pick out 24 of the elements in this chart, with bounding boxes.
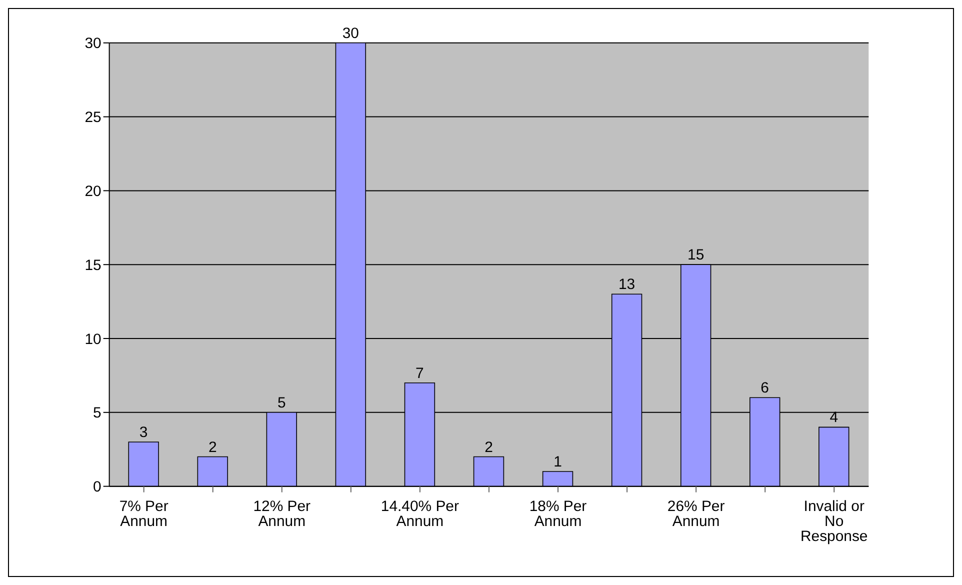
y-tick-label: 25 <box>84 109 102 126</box>
y-tick-label: 20 <box>84 183 102 200</box>
data-label: 4 <box>830 409 838 426</box>
data-label: 30 <box>342 24 359 42</box>
y-tick-label: 15 <box>84 256 102 274</box>
data-label: 2 <box>484 438 493 456</box>
x-tick-label: 18% Per Annum <box>529 498 587 530</box>
data-label: 7 <box>416 364 424 382</box>
x-tick-label: 12% Per Annum <box>253 498 311 530</box>
data-label: 2 <box>208 438 217 456</box>
y-tick-label: 0 <box>93 478 102 496</box>
data-label: 15 <box>688 246 704 264</box>
y-tick-label: 10 <box>84 330 102 348</box>
data-label: 6 <box>760 380 770 397</box>
y-tick-label: 30 <box>84 35 102 52</box>
x-tick-label: 14.40% Per Annum <box>380 498 459 530</box>
x-tick-label: Invalid or No Response <box>800 498 868 545</box>
data-label: 13 <box>618 276 636 294</box>
data-label: 5 <box>277 394 286 412</box>
data-label: 1 <box>554 454 562 471</box>
y-tick-label: 5 <box>93 404 102 422</box>
x-tick-label: 26% Per Annum <box>667 498 725 530</box>
x-tick-label: 7% Per Annum <box>119 498 168 530</box>
data-label: 3 <box>139 424 148 441</box>
